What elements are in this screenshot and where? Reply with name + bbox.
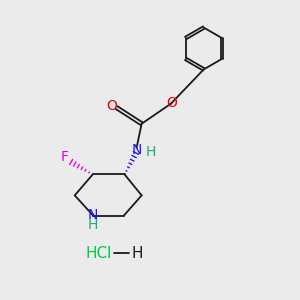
Text: F: F bbox=[60, 150, 68, 164]
Text: N: N bbox=[131, 143, 142, 157]
Text: H: H bbox=[146, 145, 156, 159]
Text: H: H bbox=[131, 245, 143, 260]
Text: N: N bbox=[88, 208, 98, 222]
Text: HCl: HCl bbox=[85, 245, 112, 260]
Text: O: O bbox=[166, 96, 177, 110]
Text: H: H bbox=[88, 218, 98, 232]
Text: O: O bbox=[106, 99, 117, 113]
